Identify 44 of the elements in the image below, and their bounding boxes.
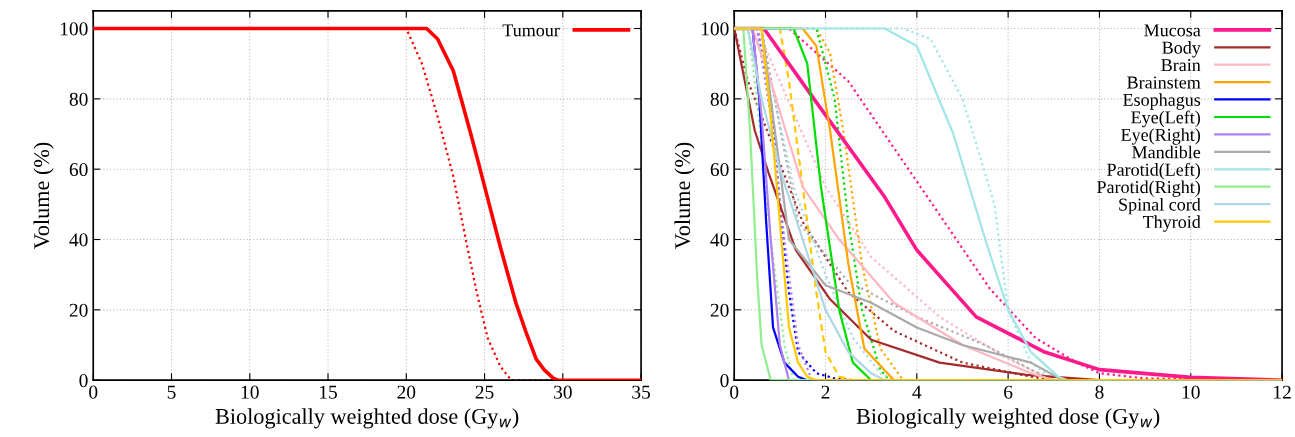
legend-label: Eye(Right) (1121, 128, 1201, 145)
legend-label: Body (1162, 41, 1201, 58)
x-tick-label: 4 (912, 385, 922, 399)
legend-label: Spinal cord (1119, 197, 1201, 215)
y-tick-label: 20 (69, 303, 88, 317)
y-axis-title: Volume (%) (33, 142, 54, 250)
y-tick-label: 0 (79, 374, 88, 388)
y-tick-label: 20 (710, 303, 729, 317)
y-tick-label: 80 (69, 92, 88, 106)
x-tick-label: 5 (167, 385, 176, 399)
x-tick-label: 20 (397, 385, 416, 399)
legend-label: Parotid(Right) (1097, 180, 1201, 197)
x-tick-label: 15 (320, 385, 337, 399)
x-tick-label: 6 (1004, 385, 1013, 399)
legend-label: Brainstem (1127, 76, 1201, 89)
legend-label: Brain (1161, 59, 1201, 72)
y-tick-label: 60 (69, 163, 88, 177)
y-tick-label: 100 (60, 22, 88, 36)
y-tick-label: 60 (710, 163, 729, 177)
y-tick-label: 40 (69, 233, 88, 247)
y-axis-title: Volume (%) (674, 142, 695, 250)
legend-label: Parotid(Left) (1107, 162, 1201, 180)
legend-label: Mucosa (1144, 24, 1201, 37)
x-tick-label: 30 (554, 385, 572, 399)
x-axis-title: Biologically weighted dose (Gy$_{w}$) (215, 408, 519, 429)
x-tick-label: 25 (475, 385, 494, 399)
legend-label: Tumour (502, 24, 560, 37)
y-tick-label: 40 (710, 233, 729, 247)
y-tick-label: 100 (701, 22, 729, 36)
x-tick-label: 0 (89, 385, 98, 399)
x-tick-label: 35 (632, 385, 651, 399)
x-tick-label: 2 (821, 385, 830, 399)
y-tick-label: 0 (720, 374, 729, 388)
x-tick-label: 12 (1274, 385, 1291, 399)
x-tick-label: 8 (1095, 385, 1104, 399)
legend-label: Esophagus (1123, 93, 1201, 110)
x-tick-label: 10 (1182, 385, 1200, 399)
legend-label: Thyroid (1142, 215, 1201, 232)
legend-label: Mandible (1132, 145, 1201, 159)
x-tick-label: 0 (730, 385, 739, 399)
x-tick-label: 10 (241, 385, 259, 399)
y-tick-label: 80 (710, 92, 729, 106)
legend-label: Eye(Left) (1131, 110, 1201, 128)
x-axis-title: Biologically weighted dose (Gy$_{w}$) (856, 408, 1160, 429)
